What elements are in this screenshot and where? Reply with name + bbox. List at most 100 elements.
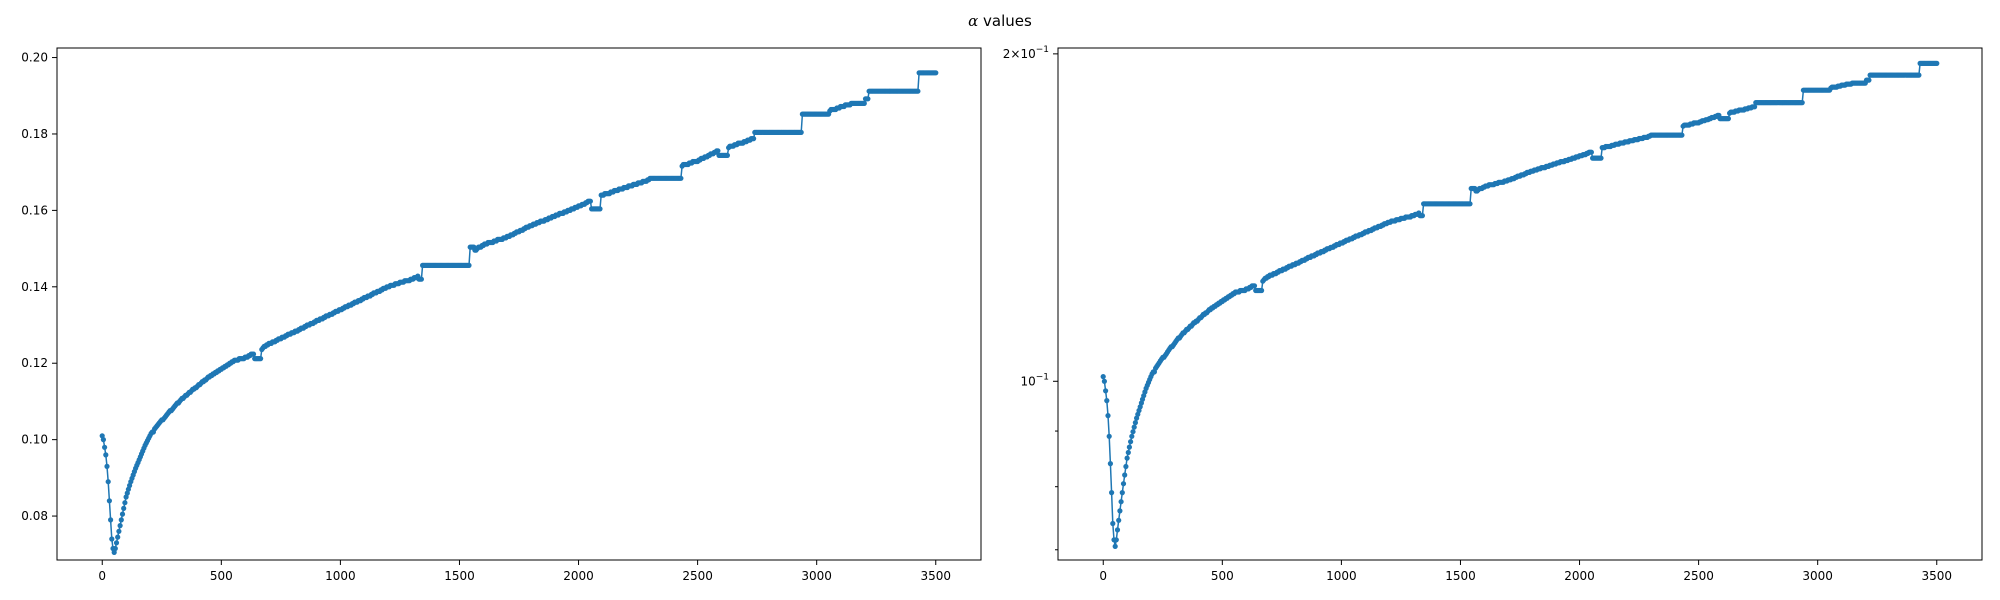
- data-point: [1114, 527, 1121, 533]
- data-point: [1101, 378, 1107, 384]
- data-point: [118, 517, 124, 523]
- data-point: [1116, 517, 1122, 523]
- data-point: [122, 500, 128, 506]
- data-point: [1934, 60, 1940, 66]
- data-point: [933, 70, 939, 76]
- x-tick-label: 1000: [325, 569, 356, 583]
- right-series-line: [1100, 60, 1940, 550]
- data-point: [1122, 472, 1128, 478]
- data-point: [724, 152, 731, 158]
- data-point: [1128, 439, 1134, 445]
- data-point: [1100, 374, 1106, 380]
- title-values-text: values: [978, 12, 1032, 30]
- x-tick-label: 1000: [1326, 569, 1357, 583]
- data-point: [1419, 213, 1425, 219]
- data-point: [1103, 388, 1109, 394]
- data-point: [1112, 543, 1118, 550]
- data-point: [1110, 520, 1116, 527]
- data-point: [1467, 201, 1473, 207]
- x-tick-label: 500: [1211, 569, 1234, 583]
- data-point: [915, 88, 921, 94]
- x-tick-label: 0: [1099, 569, 1107, 583]
- x-tick-label: 3000: [801, 569, 832, 583]
- data-point: [466, 262, 472, 268]
- right-chart: 0 500 1000 1500 2000 2500 3000 3500 10−1 2×10−1: [1003, 45, 1983, 583]
- x-tick-label: 1500: [444, 569, 475, 583]
- data-point: [105, 479, 111, 485]
- data-point: [1125, 449, 1131, 456]
- y-tick-label: 0.10: [21, 433, 48, 447]
- data-point: [1106, 433, 1112, 439]
- x-tick-label: 2000: [563, 569, 594, 583]
- right-y-axis: 10−1 2×10−1: [1003, 45, 1058, 551]
- data-point: [865, 96, 871, 102]
- data-point: [1752, 104, 1758, 110]
- data-point: [1105, 413, 1111, 419]
- x-tick-label: 2500: [682, 569, 713, 583]
- data-point: [1725, 116, 1731, 122]
- x-tick-label: 3500: [920, 569, 951, 583]
- data-point: [678, 175, 684, 181]
- y-tick-label: 0.18: [21, 127, 48, 141]
- x-tick-label: 2000: [1564, 569, 1595, 583]
- data-point: [1866, 77, 1872, 83]
- figure-title: α values: [968, 12, 1032, 30]
- data-point: [1799, 100, 1805, 106]
- data-point: [115, 534, 121, 540]
- data-point: [1251, 283, 1258, 289]
- title-alpha-symbol: α: [968, 12, 978, 30]
- x-tick-label: 2500: [1683, 569, 1714, 583]
- y-tick-label: 0.16: [21, 203, 48, 217]
- data-point: [1130, 429, 1136, 435]
- data-point: [100, 437, 106, 443]
- data-point: [258, 356, 264, 362]
- right-axes-frame: [1057, 47, 1983, 561]
- data-point: [123, 494, 129, 500]
- data-point: [116, 528, 122, 534]
- data-point: [1259, 287, 1265, 294]
- data-point: [1118, 499, 1124, 505]
- left-chart: 0 500 1000 1500 2000 2500 3000 3500 0.08 0.10 0.1…: [21, 47, 982, 583]
- left-x-axis: 0 500 1000 1500 2000 2500 3000 3500: [98, 560, 951, 583]
- data-point: [106, 498, 112, 504]
- y-tick-label: 0.08: [21, 509, 48, 523]
- data-point: [108, 517, 114, 523]
- data-point: [103, 452, 109, 458]
- x-tick-label: 0: [98, 569, 106, 583]
- data-point: [104, 463, 110, 469]
- data-point: [861, 100, 867, 106]
- data-point: [250, 351, 257, 357]
- series-line: [101, 72, 936, 556]
- data-point: [111, 549, 117, 556]
- data-point: [1117, 508, 1123, 514]
- data-point: [1132, 420, 1138, 426]
- data-point: [121, 505, 127, 511]
- data-point: [1107, 461, 1113, 467]
- x-tick-label: 500: [210, 569, 233, 583]
- data-point: [1131, 424, 1137, 430]
- right-x-axis: 0 500 1000 1500 2000 2500 3000 3500: [1099, 560, 1952, 583]
- data-point: [1123, 463, 1129, 470]
- x-tick-label: 3000: [1802, 569, 1833, 583]
- data-point: [1126, 444, 1132, 450]
- series-line: [1102, 62, 1937, 547]
- data-point: [1113, 537, 1119, 543]
- left-axes-frame: [56, 47, 982, 561]
- left-series-line: [99, 70, 939, 556]
- data-point: [1104, 398, 1110, 404]
- x-tick-label: 1500: [1445, 569, 1476, 583]
- x-tick-label: 3500: [1921, 569, 1952, 583]
- data-point: [1124, 455, 1130, 461]
- data-point: [1916, 72, 1922, 78]
- data-point: [112, 545, 118, 552]
- y-tick-label: 0.14: [21, 280, 48, 294]
- left-y-axis: 0.08 0.10 0.12 0.14 0.16 0.18 0.20: [21, 51, 57, 523]
- data-point: [1129, 433, 1135, 439]
- data-point: [1120, 481, 1127, 487]
- data-point: [102, 444, 108, 450]
- y-tick-label: 0.12: [21, 356, 48, 370]
- y-tick-label: 10−1: [1020, 372, 1049, 388]
- data-point: [418, 276, 424, 282]
- data-point: [1109, 490, 1115, 496]
